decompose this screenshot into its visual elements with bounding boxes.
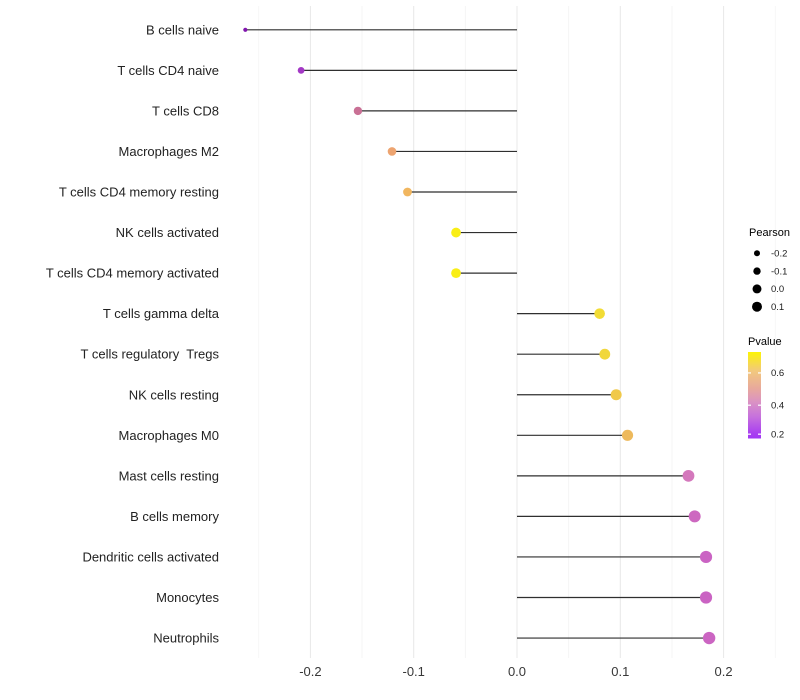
pearson-size-legend: Pearson -0.2 -0.1 0.0 0.1: [749, 227, 790, 313]
pearson-legend-dot: [752, 301, 762, 312]
x-axis-tick-label: -0.2: [299, 664, 321, 679]
pearson-legend-title: Pearson: [749, 227, 790, 239]
pearson-legend-dot: [753, 267, 761, 275]
y-axis-label: T cells CD8: [152, 103, 219, 118]
pvalue-tick-label: 0.2: [771, 429, 784, 440]
pvalue-color-legend: Pvalue 0.6 0.4 0.2: [748, 336, 784, 440]
y-axis-label: Monocytes: [156, 590, 219, 605]
y-axis-label: Neutrophils: [153, 631, 219, 646]
pvalue-tick-mark: [758, 404, 761, 406]
dot: [599, 348, 611, 360]
pvalue-tick-label: 0.6: [771, 368, 784, 379]
pvalue-tick-mark: [748, 433, 751, 435]
pvalue-legend-title: Pvalue: [748, 336, 782, 348]
pvalue-gradient-bar: [748, 352, 761, 439]
y-axis-label: T cells CD4 memory resting: [59, 185, 219, 200]
y-axis-label: Dendritic cells activated: [82, 549, 219, 564]
dot: [387, 147, 397, 156]
pvalue-tick-label: 0.4: [771, 400, 784, 411]
pearson-legend-dot: [754, 250, 760, 257]
stem-lines: [245, 29, 710, 639]
x-axis-tick-label: -0.1: [402, 664, 424, 679]
dot: [621, 429, 634, 441]
pearson-legend-label: 0.1: [771, 302, 784, 313]
y-axis-label: NK cells resting: [129, 387, 219, 402]
dot: [610, 389, 622, 401]
dot: [699, 591, 713, 604]
dot: [594, 308, 605, 319]
dots: [243, 27, 716, 645]
pvalue-tick-mark: [758, 433, 761, 435]
x-axis-tick-label: 0.0: [508, 664, 526, 679]
y-axis-label: B cells naive: [146, 22, 219, 37]
x-axis-tick-label: 0.2: [715, 664, 733, 679]
dot: [451, 268, 461, 278]
pearson-legend-label: -0.2: [771, 249, 787, 260]
y-axis-label: Macrophages M2: [119, 144, 219, 159]
y-axis-label: Macrophages M0: [119, 428, 219, 443]
y-axis-labels: B cells naive T cells CD4 naive T cells CD…: [46, 22, 220, 645]
dot: [403, 187, 412, 197]
dot: [682, 469, 695, 482]
x-axis-tick-label: 0.1: [611, 664, 629, 679]
dot: [688, 510, 701, 523]
pearson-legend-label: 0.0: [771, 284, 784, 295]
y-axis-label: B cells memory: [130, 509, 219, 524]
y-axis-label: T cells gamma delta: [103, 306, 220, 321]
gridlines: [258, 6, 776, 658]
pearson-legend-label: -0.1: [771, 266, 787, 277]
y-axis-label: NK cells activated: [116, 225, 219, 240]
dot: [702, 631, 716, 645]
y-axis-label: T cells CD4 memory activated: [46, 266, 219, 281]
pvalue-tick-mark: [758, 372, 761, 374]
y-axis-label: T cells regulatory Tregs: [81, 347, 220, 362]
pvalue-tick-mark: [748, 404, 751, 406]
dot: [353, 106, 363, 116]
y-axis-label: T cells CD4 naive: [117, 63, 219, 78]
dot: [297, 66, 305, 74]
x-axis-tick-labels: -0.2 -0.1 0.0 0.1 0.2: [299, 664, 732, 679]
y-axis-label: Mast cells resting: [119, 468, 219, 483]
pvalue-tick-mark: [748, 372, 751, 374]
dot: [451, 227, 461, 238]
dot: [699, 550, 713, 564]
dot: [243, 27, 248, 32]
pearson-legend-dot: [752, 284, 762, 294]
